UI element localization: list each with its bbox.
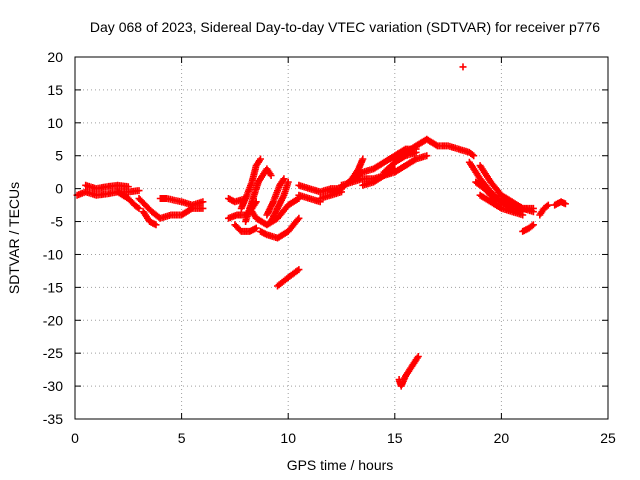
x-tick-label: 10: [280, 430, 296, 446]
data-marker-path: [476, 191, 527, 219]
data-series-track-13: [257, 214, 303, 242]
data-marker-path: [257, 214, 303, 242]
data-series-track-30: [476, 191, 527, 219]
data-series-track-05: [139, 208, 160, 229]
data-series-track-14: [263, 175, 288, 219]
data-marker-path: [139, 208, 160, 229]
x-axis-title: GPS time / hours: [287, 457, 394, 473]
data-marker-path: [274, 266, 303, 290]
plot-frame: [74, 56, 609, 420]
data-marker-path: [263, 175, 288, 219]
data-series-track-16: [274, 266, 303, 290]
data-series-track-32: [519, 221, 537, 235]
axis-ticks: 0 5 10 15 20 25 20 15 10 5 0 -5 -10 -15 -20 -25 -30 -35: [43, 49, 616, 446]
data-series-track-31: [476, 162, 537, 212]
data-marker-path: [231, 221, 260, 235]
data-points: [73, 63, 569, 390]
x-tick-label: 5: [178, 430, 186, 446]
y-axis-title: SDTVAR / TECUs: [6, 182, 22, 294]
data-series-track-09: [231, 221, 260, 235]
data-series-track-18: [295, 191, 324, 206]
y-tick-label: -10: [43, 246, 63, 262]
data-marker-path: [536, 201, 552, 219]
y-tick-label: -30: [43, 378, 63, 394]
x-tick-label: 20: [494, 430, 510, 446]
data-marker-path: [519, 221, 537, 235]
y-tick-label: -35: [43, 411, 63, 427]
y-tick-label: -25: [43, 345, 63, 361]
data-series-track-10: [237, 155, 264, 212]
data-series-track-03: [114, 188, 143, 212]
data-marker-path: [267, 178, 292, 225]
data-series-track-34: [551, 198, 569, 209]
y-tick-label: 5: [55, 148, 63, 164]
data-marker-path: [237, 155, 264, 212]
x-tick-label: 15: [387, 430, 403, 446]
data-series-track-04: [135, 195, 207, 222]
data-series-track-27: [459, 63, 467, 71]
y-tick-label: -5: [51, 214, 64, 230]
y-tick-label: -20: [43, 312, 63, 328]
data-series-track-02: [82, 181, 132, 193]
y-tick-label: 10: [47, 115, 63, 131]
data-series-track-26: [395, 353, 422, 390]
x-tick-label: 0: [71, 430, 79, 446]
chart-title: Day 068 of 2023, Sidereal Day-to-day VTE…: [90, 19, 600, 35]
data-marker-path: [395, 353, 422, 390]
data-series-track-33: [536, 201, 552, 219]
data-series-track-15: [267, 178, 292, 225]
data-marker-path: [551, 198, 569, 209]
data-marker-path: [114, 188, 143, 212]
data-series-track-25: [391, 135, 478, 166]
data-marker-path: [156, 195, 207, 209]
data-marker-path: [82, 181, 132, 193]
grid-lines: [75, 57, 608, 419]
data-marker-path: [476, 162, 537, 212]
data-marker-path: [135, 195, 207, 222]
data-series-track-06: [156, 195, 207, 209]
data-marker-path: [295, 191, 324, 206]
data-marker-path: [459, 63, 467, 71]
x-tick-label: 25: [600, 430, 616, 446]
y-tick-label: -15: [43, 279, 63, 295]
data-marker-path: [391, 135, 478, 166]
y-tick-label: 0: [55, 181, 63, 197]
y-tick-label: 20: [47, 49, 63, 65]
y-tick-label: 15: [47, 82, 63, 98]
